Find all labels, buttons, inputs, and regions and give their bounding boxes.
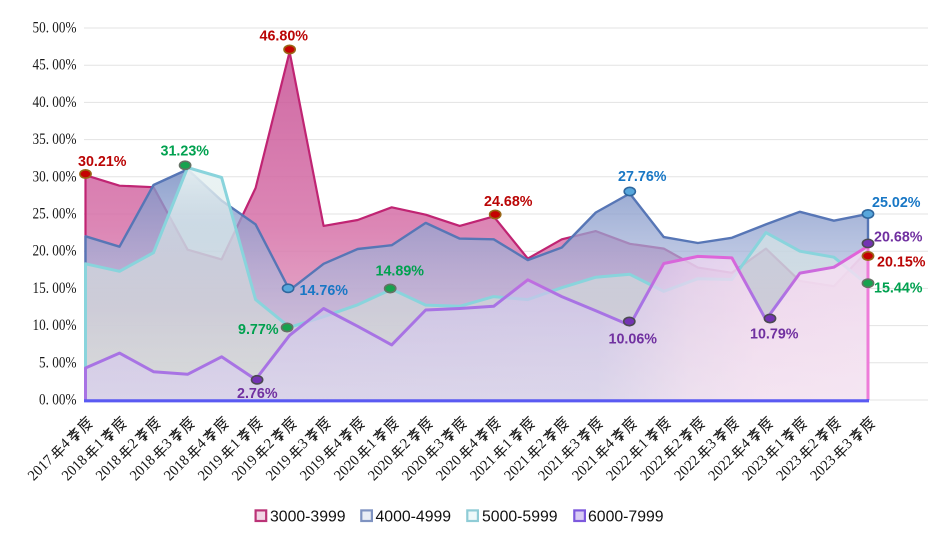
svg-text:3000-3999: 3000-3999 — [270, 509, 346, 526]
svg-text:20. 00%: 20. 00% — [33, 243, 77, 260]
svg-text:0. 00%: 0. 00% — [39, 392, 77, 409]
svg-text:2.76%: 2.76% — [237, 386, 278, 402]
svg-text:25. 00%: 25. 00% — [33, 206, 77, 223]
svg-text:10.79%: 10.79% — [750, 327, 799, 343]
svg-text:14.76%: 14.76% — [300, 283, 349, 299]
svg-text:5. 00%: 5. 00% — [39, 354, 77, 371]
svg-text:10. 00%: 10. 00% — [33, 317, 77, 334]
svg-text:45. 00%: 45. 00% — [33, 57, 77, 74]
svg-text:20.68%: 20.68% — [874, 230, 923, 246]
svg-text:6000-7999: 6000-7999 — [588, 509, 664, 526]
svg-text:20.15%: 20.15% — [877, 255, 926, 271]
svg-text:31.23%: 31.23% — [161, 144, 210, 160]
svg-text:27.76%: 27.76% — [618, 169, 667, 185]
svg-text:30.21%: 30.21% — [78, 154, 127, 170]
svg-text:14.89%: 14.89% — [376, 264, 425, 280]
svg-text:50. 00%: 50. 00% — [33, 20, 77, 37]
svg-text:5000-5999: 5000-5999 — [482, 509, 558, 526]
svg-text:35. 00%: 35. 00% — [33, 131, 77, 148]
svg-text:10.06%: 10.06% — [609, 332, 658, 348]
svg-text:15.44%: 15.44% — [874, 281, 923, 297]
svg-text:24.68%: 24.68% — [484, 194, 533, 210]
svg-text:30. 00%: 30. 00% — [33, 168, 77, 185]
svg-text:40. 00%: 40. 00% — [33, 94, 77, 111]
svg-text:25.02%: 25.02% — [872, 195, 921, 211]
svg-text:46.80%: 46.80% — [260, 29, 309, 45]
svg-text:15. 00%: 15. 00% — [33, 280, 77, 297]
svg-text:4000-4999: 4000-4999 — [376, 509, 452, 526]
svg-text:9.77%: 9.77% — [238, 322, 279, 338]
